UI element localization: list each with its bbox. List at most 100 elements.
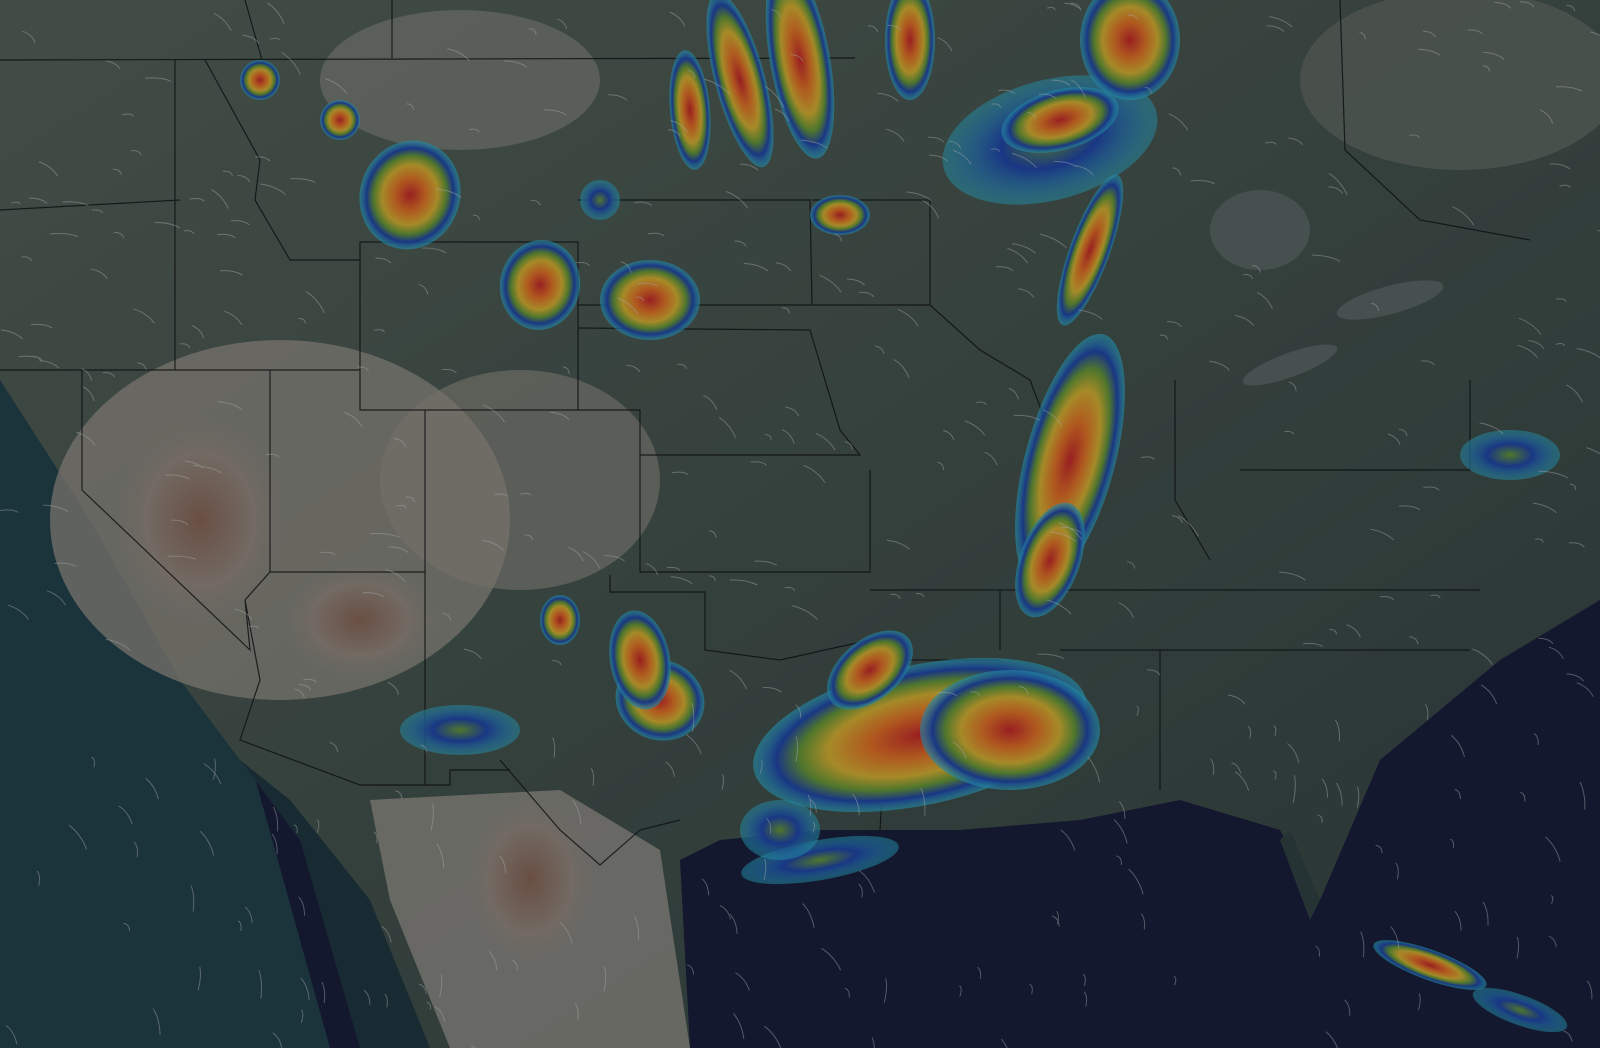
wind-streak — [784, 586, 796, 592]
wind-streak — [395, 790, 403, 799]
wind-streak — [858, 883, 863, 898]
radar-cell — [580, 180, 620, 220]
wind-streak — [1127, 561, 1136, 569]
wind-streak — [21, 256, 32, 262]
radar-cell — [827, 630, 913, 710]
wind-streak — [494, 493, 509, 497]
wind-streak — [928, 136, 945, 143]
wind-streak — [552, 737, 556, 758]
wind-streak — [272, 1032, 283, 1048]
wind-streak — [764, 434, 772, 440]
wind-streak — [1056, 910, 1059, 925]
wind-streak — [743, 262, 769, 272]
wind-streak — [1019, 685, 1029, 695]
wind-streak — [549, 411, 570, 421]
wind-streak — [846, 278, 865, 286]
wind-streak — [1555, 343, 1565, 347]
wind-streak — [1555, 298, 1567, 302]
radar-cell — [540, 595, 580, 645]
wind-streak — [396, 504, 407, 509]
wind-streak — [113, 231, 125, 239]
wind-streak — [152, 1008, 161, 1035]
wind-streak — [212, 758, 216, 780]
wind-streak — [1548, 935, 1557, 948]
wind-streak — [1173, 975, 1177, 986]
wind-streak — [893, 358, 910, 379]
wind-streak — [418, 283, 429, 295]
wind-streak — [1279, 571, 1306, 581]
wind-streak — [39, 360, 60, 369]
wind-streak — [1140, 913, 1146, 930]
wind-streak — [1417, 993, 1421, 1011]
wind-streak — [1590, 31, 1600, 36]
wind-streak — [937, 37, 953, 52]
radar-cell — [920, 670, 1100, 790]
wind-streak — [1417, 48, 1441, 56]
wind-streak — [984, 451, 998, 466]
wind-streak — [62, 201, 89, 206]
wind-streak — [1231, 762, 1242, 774]
radar-cell — [1373, 940, 1487, 990]
wind-streak — [859, 870, 875, 893]
wind-streak — [937, 461, 944, 471]
wind-streak — [1563, 1030, 1573, 1042]
wind-streak — [620, 261, 632, 273]
wind-streak — [1454, 911, 1462, 931]
wind-streak — [759, 759, 763, 775]
radar-cell — [765, 0, 835, 159]
wind-streak — [244, 906, 253, 924]
wind-streak — [667, 129, 681, 137]
wind-streak — [442, 613, 452, 621]
wind-streak — [915, 593, 924, 598]
wind-streak — [42, 504, 69, 513]
radar-cell — [1080, 0, 1180, 100]
wind-streak — [28, 197, 48, 204]
wind-streak — [199, 830, 215, 856]
wind-streak — [1480, 684, 1498, 705]
wind-streak — [271, 833, 278, 855]
wind-streak — [294, 688, 305, 698]
wind-streak — [468, 128, 480, 133]
wind-streak — [154, 221, 180, 229]
wind-streak — [136, 362, 147, 370]
wind-streak — [1539, 109, 1554, 124]
wind-streak — [795, 704, 802, 718]
wind-streak — [1423, 486, 1440, 491]
wind-streak — [922, 200, 940, 219]
wind-streak — [290, 178, 316, 183]
wind-streak — [1070, 79, 1086, 98]
wind-streak — [1288, 381, 1297, 392]
wind-streak — [1566, 673, 1584, 682]
radar-cell — [499, 240, 581, 330]
wind-streak — [123, 922, 130, 932]
wind-streak — [1070, 2, 1082, 11]
wind-streak — [482, 404, 506, 423]
wind-streak — [590, 768, 595, 786]
wind-streak — [90, 268, 108, 279]
wind-streak — [1008, 387, 1019, 400]
wind-streak — [430, 803, 434, 831]
wind-streak — [740, 163, 759, 171]
wind-streak — [1533, 732, 1539, 746]
wind-streak — [1266, 25, 1285, 33]
wind-streak — [387, 682, 400, 696]
wind-streak — [488, 950, 498, 971]
wind-streak — [1118, 602, 1135, 619]
wind-streak — [1303, 642, 1324, 648]
wind-streak — [1346, 624, 1361, 638]
wind-streak — [248, 625, 260, 629]
wind-streak — [258, 969, 263, 999]
wind-streak — [133, 841, 139, 858]
wind-streak — [1483, 51, 1505, 60]
wind-streak — [267, 2, 285, 24]
wind-streak — [1252, 265, 1261, 273]
wind-streak — [1452, 206, 1475, 226]
wind-streak — [1450, 734, 1465, 757]
wind-streak — [701, 878, 710, 896]
wind-streak — [938, 691, 958, 697]
wind-streak — [68, 824, 88, 850]
wind-streak — [316, 819, 320, 833]
wind-streak — [237, 174, 251, 183]
